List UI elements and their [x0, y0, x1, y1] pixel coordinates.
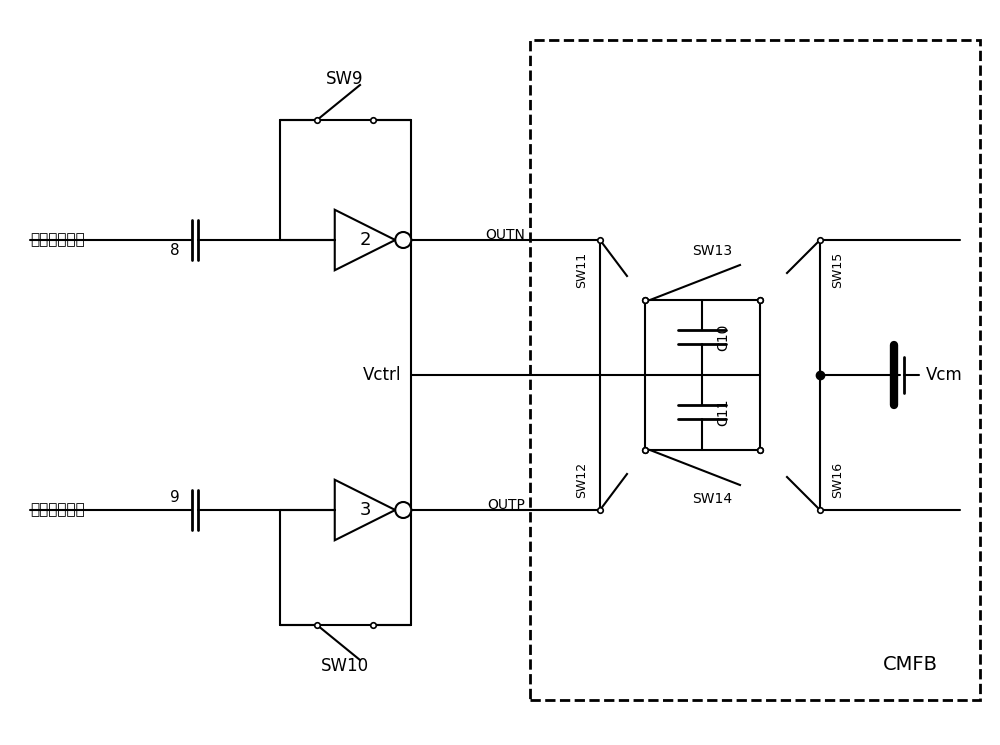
Text: 8: 8	[170, 243, 180, 258]
Text: OUTN: OUTN	[485, 228, 525, 242]
Text: SW9: SW9	[326, 70, 364, 88]
Text: C10: C10	[716, 323, 730, 351]
Text: SW10: SW10	[321, 657, 369, 675]
Text: SW11: SW11	[576, 252, 588, 288]
Circle shape	[395, 232, 411, 248]
Text: OUTP: OUTP	[487, 498, 525, 512]
Text: 第二输入信号: 第二输入信号	[30, 502, 85, 518]
Text: SW14: SW14	[692, 492, 732, 506]
Text: SW13: SW13	[692, 244, 732, 258]
Bar	[530, 40, 980, 700]
Text: 9: 9	[170, 490, 180, 505]
Text: 3: 3	[359, 501, 371, 519]
Text: Vctrl: Vctrl	[363, 366, 401, 384]
Text: C11: C11	[716, 399, 730, 425]
Text: SW15: SW15	[832, 252, 844, 288]
Text: SW16: SW16	[832, 462, 844, 498]
Text: 第一输入信号: 第一输入信号	[30, 232, 85, 247]
Text: SW12: SW12	[576, 462, 588, 498]
Text: CMFB: CMFB	[883, 656, 938, 674]
Text: Vcm: Vcm	[926, 366, 963, 384]
Text: 2: 2	[359, 231, 371, 249]
Circle shape	[395, 502, 411, 518]
